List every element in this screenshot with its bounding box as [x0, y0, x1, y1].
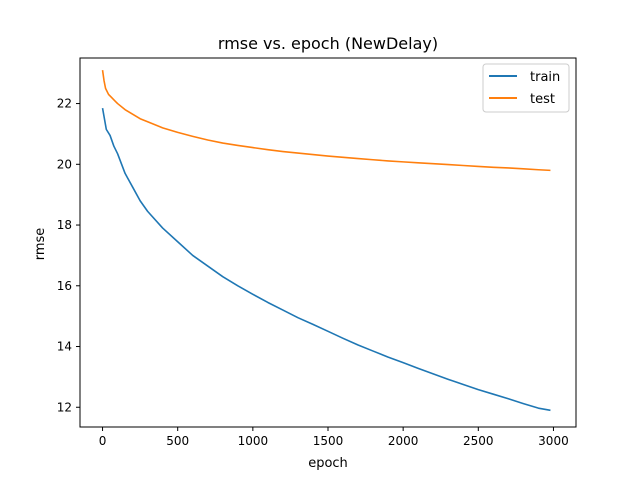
y-tick-label: 22: [57, 97, 72, 111]
y-axis: 12 14 16 18 20 22: [57, 97, 80, 414]
series-line-test: [101, 70, 551, 172]
x-tick-label: 1500: [313, 434, 344, 448]
chart-title: rmse vs. epoch (NewDelay): [218, 34, 438, 53]
y-tick-label: 14: [57, 340, 72, 354]
x-axis-label: epoch: [308, 456, 348, 471]
x-tick-label: 0: [99, 434, 107, 448]
legend-label-train: train: [530, 70, 560, 85]
plot-frame: [79, 57, 577, 428]
y-tick-label: 16: [57, 279, 72, 293]
plot-area: [101, 70, 551, 412]
y-axis-label: rmse: [33, 228, 48, 261]
series-line-train: [101, 107, 551, 412]
x-tick-label: 500: [166, 434, 189, 448]
y-tick-label: 12: [57, 400, 72, 414]
y-tick-label: 18: [57, 218, 72, 232]
x-tick-label: 2000: [388, 434, 419, 448]
legend: train test: [482, 63, 570, 113]
x-axis: 0 500 1000 1500 2000 2500 3000: [99, 427, 569, 448]
x-tick-label: 2500: [463, 434, 494, 448]
y-tick-label: 20: [57, 157, 72, 171]
x-tick-label: 3000: [538, 434, 569, 448]
legend-label-test: test: [530, 92, 555, 107]
x-tick-label: 1000: [238, 434, 269, 448]
